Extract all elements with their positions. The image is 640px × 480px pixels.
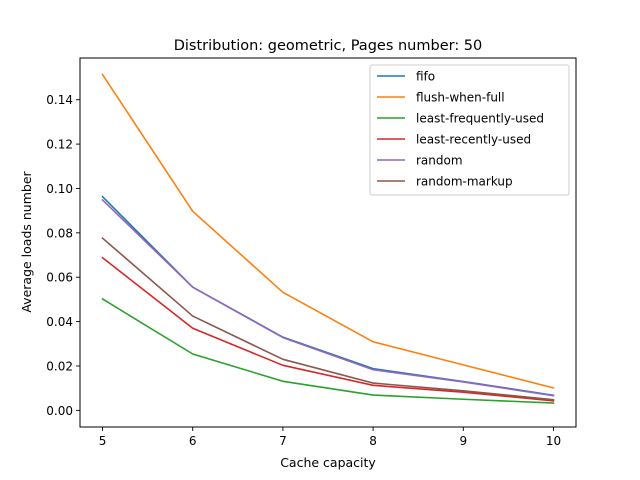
y-axis: 0.00 0.02 0.04 0.06 0.08 0.10 0.12 0.14 <box>46 93 80 418</box>
legend-label-least-frequently-used: least-frequently-used <box>416 112 544 126</box>
chart-title: Distribution: geometric, Pages number: 5… <box>174 38 483 54</box>
legend-label-least-recently-used: least-recently-used <box>416 133 531 147</box>
legend-label-random-markup: random-markup <box>416 175 513 189</box>
series-line-least-recently-used <box>101 256 555 402</box>
series-line-flush-when-full <box>101 73 555 389</box>
legend-label-flush-when-full: flush-when-full <box>416 91 505 105</box>
y-tick-label: 0.02 <box>46 359 73 373</box>
x-tick-label: 9 <box>459 434 467 448</box>
y-tick-label: 0.08 <box>46 226 73 240</box>
y-axis-label: Average loads number <box>19 170 34 312</box>
legend-label-fifo: fifo <box>416 70 435 84</box>
y-tick-label: 0.10 <box>46 182 73 196</box>
x-tick-label: 8 <box>369 434 377 448</box>
plot-frame <box>79 57 577 428</box>
series-line-random <box>101 198 555 397</box>
x-tick-label: 10 <box>546 434 561 448</box>
series-line-random-markup <box>101 237 555 401</box>
plot-area <box>101 73 555 404</box>
y-tick-label: 0.06 <box>46 271 73 285</box>
y-tick-label: 0.00 <box>46 404 73 418</box>
legend-label-random: random <box>416 154 463 168</box>
x-axis: 5 6 7 8 9 10 <box>99 427 561 448</box>
y-tick-label: 0.12 <box>46 138 73 152</box>
y-tick-label: 0.14 <box>46 93 73 107</box>
x-tick-label: 6 <box>189 434 197 448</box>
x-tick-label: 7 <box>279 434 287 448</box>
legend-box <box>369 64 570 196</box>
series-line-least-frequently-used <box>101 297 555 404</box>
y-tick-label: 0.04 <box>46 315 73 329</box>
x-axis-label: Cache capacity <box>280 455 376 470</box>
x-tick-label: 5 <box>99 434 107 448</box>
legend: fifo flush-when-full least-frequently-used… <box>369 64 570 196</box>
